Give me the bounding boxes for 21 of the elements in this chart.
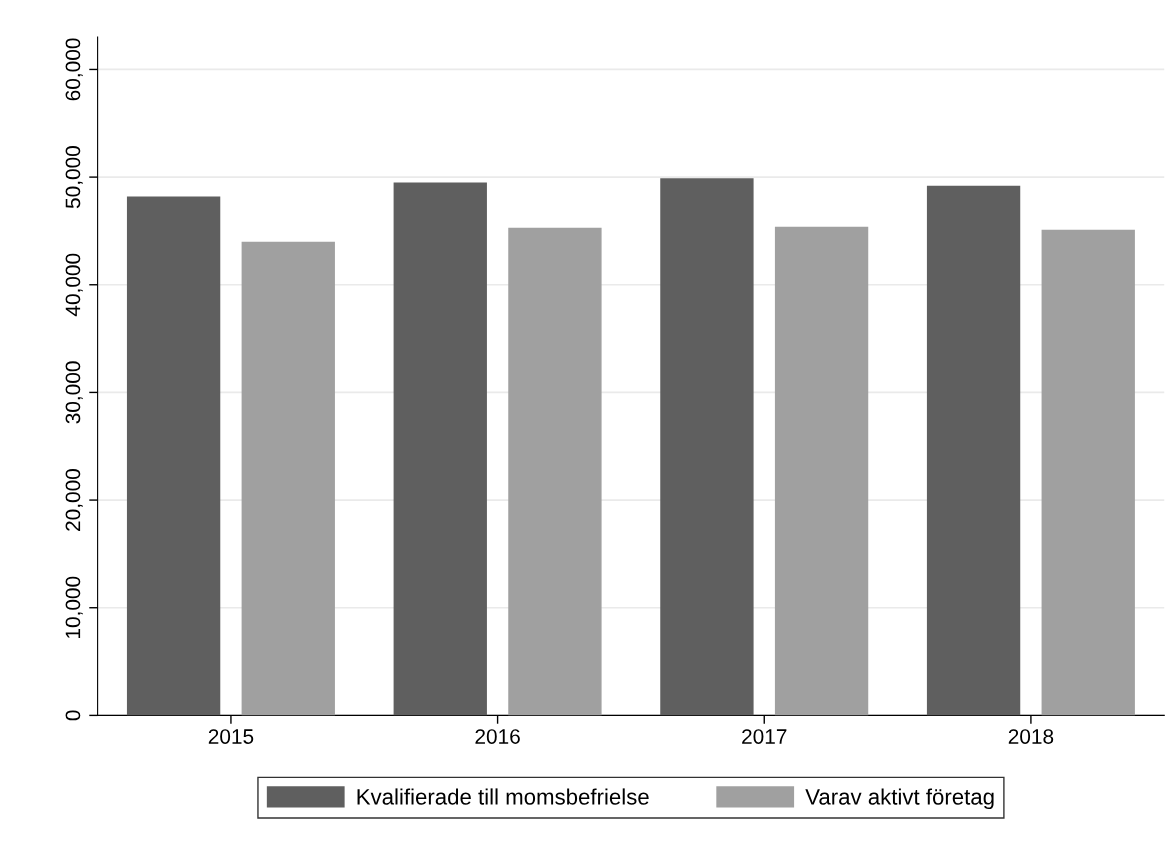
bar — [126, 196, 221, 716]
y-tick-label: 20,000 — [65, 469, 83, 531]
bar — [660, 178, 754, 716]
y-tick-label: 40,000 — [65, 253, 83, 317]
y-tick-label: 50,000 — [65, 146, 83, 209]
legend-label: Varav aktivt företag — [805, 788, 994, 810]
x-tick-label: 2015 — [208, 729, 254, 744]
legend-label: Kvalifierade till momsbefrielse — [357, 788, 649, 805]
x-tick-label: 2016 — [475, 729, 520, 744]
bar — [1041, 229, 1135, 716]
y-tick-label: 0 — [65, 710, 81, 721]
bar — [393, 182, 487, 716]
y-tick-label: 60,000 — [65, 38, 83, 101]
bar — [926, 185, 1021, 716]
bar — [508, 227, 602, 716]
x-tick-label: 2017 — [742, 729, 787, 744]
x-tick-label: 2018 — [1008, 729, 1054, 744]
y-tick-label: 10,000 — [65, 576, 83, 638]
bar — [241, 241, 335, 716]
bar — [774, 226, 869, 716]
y-tick-label: 30,000 — [65, 361, 83, 424]
